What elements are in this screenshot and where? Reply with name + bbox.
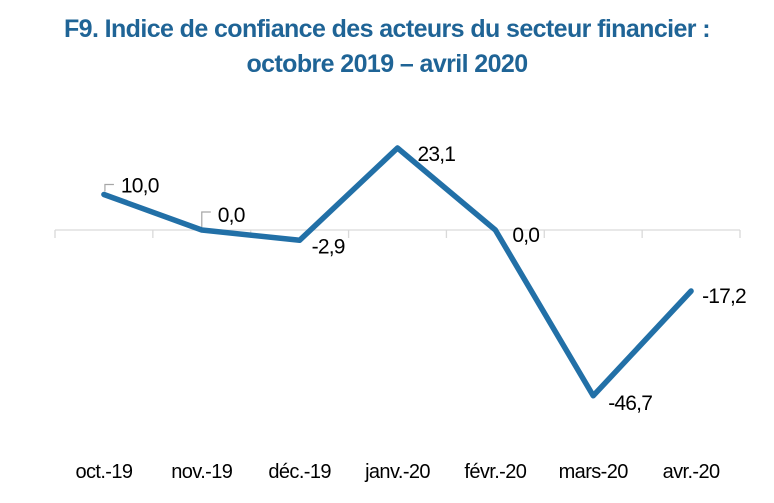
chart-title-line1: F9. Indice de confiance des acteurs du s…	[64, 15, 711, 43]
data-label-leader-line	[104, 183, 114, 192]
data-label-leader-line	[201, 211, 211, 229]
chart-title: F9. Indice de confiance des acteurs du s…	[0, 12, 774, 82]
data-label: 10,0	[121, 175, 159, 198]
data-label: -17,2	[702, 285, 746, 308]
data-series-line	[101, 145, 694, 399]
data-label: 0,0	[512, 224, 539, 247]
data-label: 23,1	[418, 143, 456, 166]
x-axis-label: mars-20	[558, 461, 629, 483]
data-label: -46,7	[608, 392, 652, 415]
x-axis-label: déc.-19	[268, 461, 331, 483]
x-axis-label: févr.-20	[464, 461, 527, 483]
x-axis-label: oct.-19	[75, 461, 133, 483]
data-label: 0,0	[218, 204, 245, 227]
x-axis-label: janv.-20	[365, 461, 430, 483]
chart-title-line2: octobre 2019 – avril 2020	[246, 50, 528, 78]
x-axis-label: nov.-19	[171, 461, 233, 483]
data-label: -2,9	[312, 235, 345, 258]
x-axis-label: avr.-20	[662, 461, 721, 483]
